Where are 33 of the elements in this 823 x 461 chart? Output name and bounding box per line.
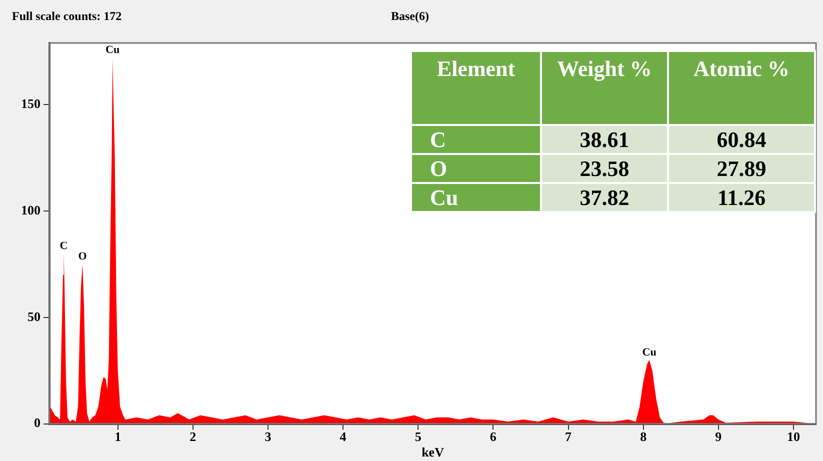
annotation: Cu: [411, 183, 541, 212]
annotation: Element: [411, 51, 541, 125]
x-tick-label: 5: [414, 428, 422, 444]
x-tick-label: 7: [565, 428, 572, 444]
annotation: 23.58: [541, 154, 668, 183]
x-tick-label: 3: [264, 428, 272, 444]
annotation: O: [78, 250, 88, 263]
annotation: C: [411, 125, 541, 154]
x-tick-label: 1: [114, 428, 122, 444]
annotation: Cu: [642, 346, 656, 358]
annotation: 38.61: [541, 125, 668, 154]
chart-title: Base(6): [390, 9, 430, 24]
x-axis-title: keV: [422, 444, 445, 460]
annotation: 11.26: [668, 183, 815, 212]
annotation: Weight %: [541, 51, 668, 125]
annotation: 27.89: [668, 154, 815, 183]
y-tick-label: 50: [28, 308, 40, 324]
annotation: Atomic %: [668, 51, 815, 125]
y-tick-label: 100: [21, 202, 40, 218]
chart-subtitle: Full scale counts: 172: [12, 9, 122, 24]
annotation: O: [411, 154, 541, 183]
x-tick-label: 6: [490, 428, 497, 444]
x-tick-label: 2: [190, 428, 196, 444]
annotation: C: [60, 240, 68, 252]
x-tick-label: 9: [715, 428, 722, 444]
x-tick-label: 10: [786, 428, 800, 444]
annotation: 37.82: [541, 183, 668, 212]
x-tick-label: 4: [340, 428, 347, 444]
annotation: Cu: [106, 44, 120, 56]
y-tick-label: 150: [21, 96, 40, 112]
x-tick-label: 8: [640, 428, 648, 444]
y-tick-label: 0: [34, 415, 40, 430]
annotation: 60.84: [668, 125, 815, 154]
